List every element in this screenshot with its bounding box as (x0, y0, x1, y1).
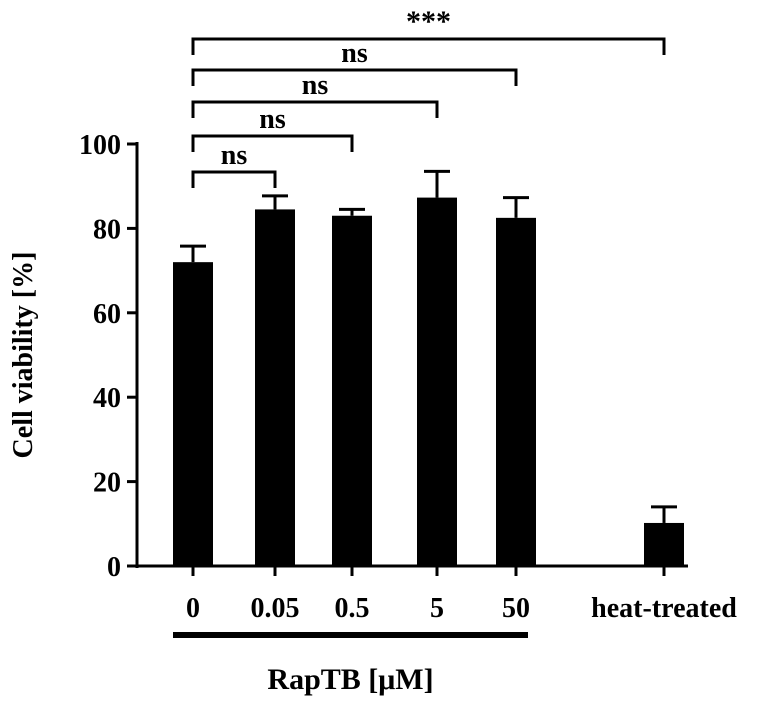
significance-label: ns (221, 140, 248, 171)
x-tick-label: 0 (186, 593, 200, 624)
x-tick-label: 50 (502, 593, 530, 624)
significance-label: ns (302, 70, 329, 101)
y-tick-label: 0 (107, 552, 121, 583)
x-tick-label: 0.5 (335, 593, 370, 624)
x-tick-label: heat-treated (591, 593, 737, 624)
significance-label: ns (259, 104, 286, 135)
y-tick-label: 40 (93, 383, 121, 414)
bar (255, 209, 295, 566)
bar (173, 262, 213, 566)
bar (332, 215, 372, 567)
significance-label: *** (406, 5, 451, 38)
x-axis-label: RapTB [μM] (267, 663, 433, 696)
x-tick-label: 5 (430, 593, 444, 624)
significance-bracket (191, 37, 666, 55)
bar (417, 197, 457, 566)
bar (496, 217, 536, 566)
significance-bracket (191, 134, 354, 152)
group-bracket-line (173, 632, 528, 638)
y-tick-label: 80 (93, 214, 121, 245)
y-tick-label: 60 (93, 299, 121, 330)
significance-bracket (191, 170, 277, 188)
x-tick-label: 0.05 (251, 593, 300, 624)
significance-bracket (191, 68, 518, 86)
y-axis-label: Cell viability [%] (8, 252, 39, 459)
significance-label: ns (341, 38, 368, 69)
y-tick-label: 20 (93, 468, 121, 499)
bar (644, 522, 684, 566)
y-tick-label: 100 (79, 130, 121, 161)
significance-bracket (191, 100, 439, 118)
